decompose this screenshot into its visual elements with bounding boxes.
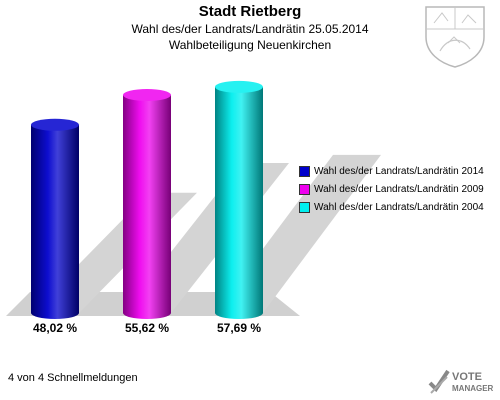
legend-label: Wahl des/der Landrats/Landrätin 2004 bbox=[314, 201, 484, 213]
data-label: 55,62 % bbox=[125, 321, 169, 335]
bar bbox=[31, 124, 79, 320]
legend-item: Wahl des/der Landrats/Landrätin 2004 bbox=[299, 199, 484, 215]
legend-label: Wahl des/der Landrats/Landrätin 2009 bbox=[314, 183, 484, 195]
bar-top bbox=[123, 89, 171, 102]
logo-text: VOTE MANAGER bbox=[452, 372, 493, 394]
vote-manager-logo: VOTE MANAGER bbox=[428, 366, 498, 398]
bar-top bbox=[215, 80, 263, 93]
legend: Wahl des/der Landrats/Landrätin 2014 Wah… bbox=[299, 163, 484, 217]
bar bbox=[215, 86, 263, 319]
data-label: 48,02 % bbox=[33, 321, 77, 335]
bar bbox=[123, 95, 171, 319]
legend-swatch bbox=[299, 183, 310, 195]
status-text: 4 von 4 Schnellmeldungen bbox=[8, 372, 138, 384]
chart-subtitle-detail: Wahlbeteiligung Neuenkirchen bbox=[168, 38, 332, 52]
legend-item: Wahl des/der Landrats/Landrätin 2009 bbox=[299, 181, 484, 197]
coat-of-arms-icon bbox=[425, 6, 485, 68]
legend-item: Wahl des/der Landrats/Landrätin 2014 bbox=[299, 163, 484, 179]
logo-line-1: VOTE bbox=[452, 371, 482, 383]
data-label: 57,69 % bbox=[217, 321, 261, 335]
bar-top bbox=[31, 118, 79, 131]
chart-title: Stadt Rietberg bbox=[198, 3, 302, 20]
chart-subtitle: Wahl des/der Landrats/Landrätin 25.05.20… bbox=[131, 22, 369, 36]
legend-swatch bbox=[299, 201, 310, 213]
checkmark-logo-icon bbox=[428, 369, 450, 394]
legend-swatch bbox=[299, 165, 310, 177]
legend-label: Wahl des/der Landrats/Landrätin 2014 bbox=[314, 165, 484, 177]
logo-line-2: MANAGER bbox=[452, 384, 494, 393]
